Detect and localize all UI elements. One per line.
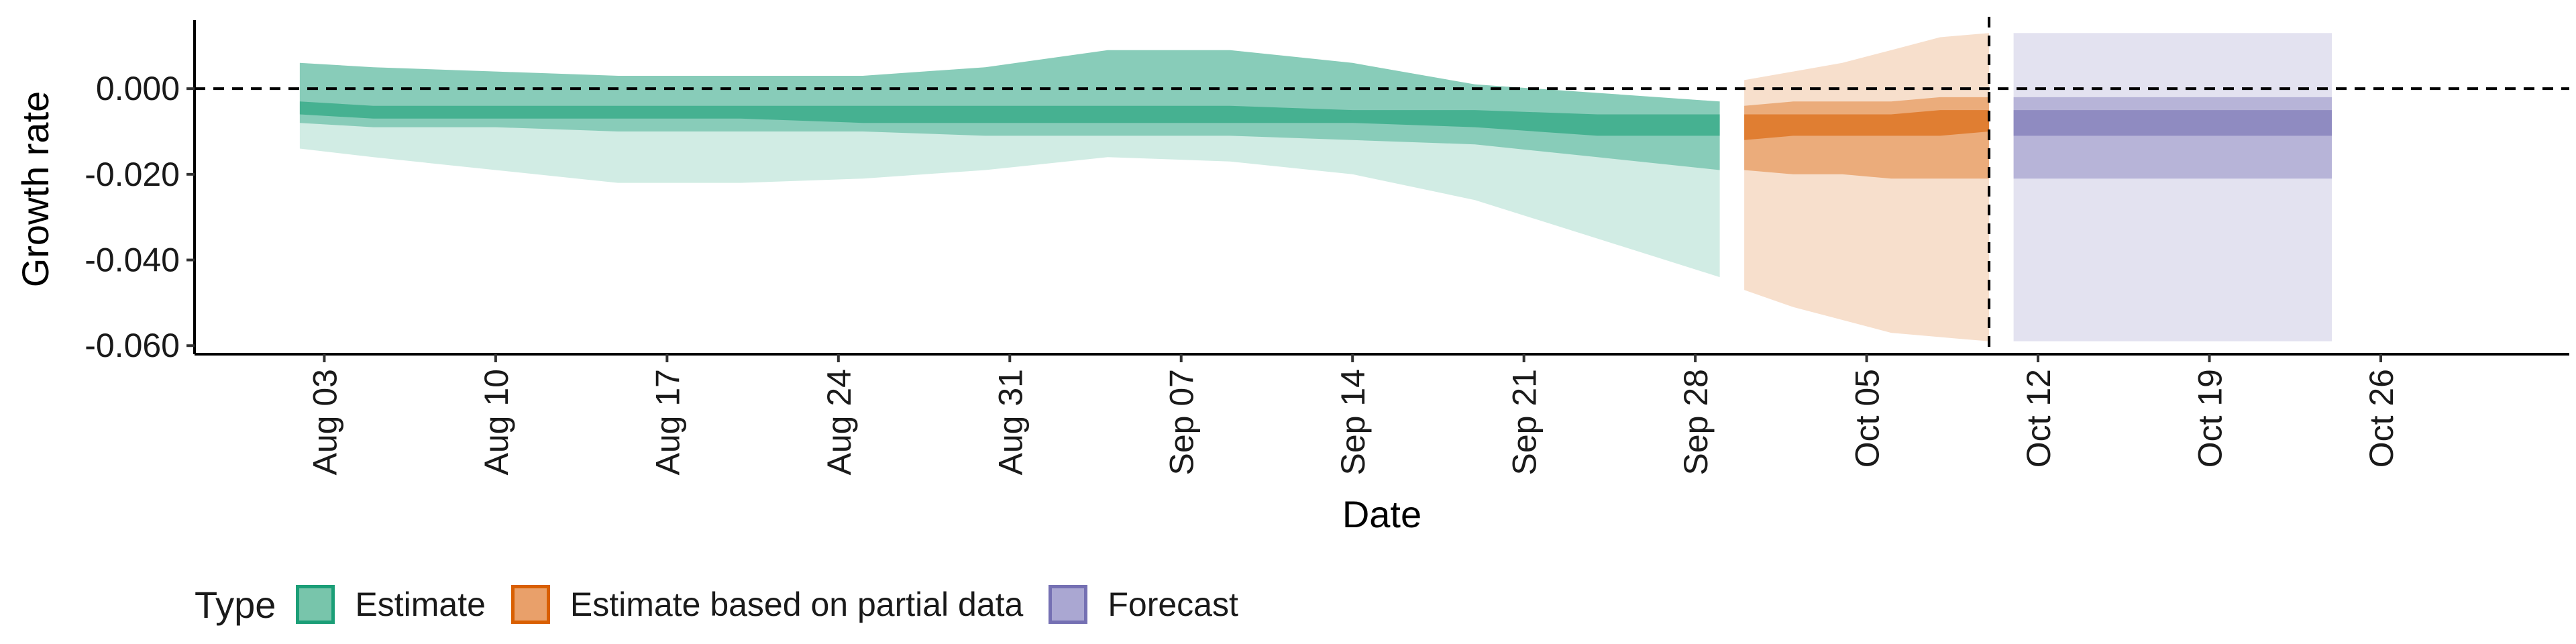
legend-key-forecast (1049, 585, 1088, 624)
x-tick-label: Sep 21 (1506, 369, 1544, 475)
legend-label-estimate: Estimate (355, 586, 486, 623)
legend-label-partial-estimate: Estimate based on partial data (570, 586, 1024, 623)
x-tick-label: Aug 31 (991, 369, 1029, 475)
legend-item-forecast: Forecast (1049, 585, 1238, 624)
legend-item-estimate: Estimate (296, 585, 486, 624)
x-tick-label: Aug 24 (820, 369, 858, 475)
y-tick-label: -0.020 (85, 156, 180, 193)
legend: Type Estimate Estimate based on partial … (195, 576, 1264, 633)
estimate-band-20 (299, 101, 1720, 136)
forecast-band-50 (2013, 97, 2332, 179)
x-tick-label: Sep 07 (1163, 369, 1201, 475)
x-tick-label: Sep 28 (1677, 369, 1715, 475)
estimate-based-on-partial-data-band-90 (1744, 33, 1990, 341)
x-tick-label: Oct 19 (2192, 369, 2229, 468)
legend-key-partial-estimate (511, 585, 550, 624)
legend-item-partial-estimate: Estimate based on partial data (511, 585, 1023, 624)
plot-bands (299, 33, 2332, 341)
x-tick-label: Oct 12 (2020, 369, 2057, 468)
estimate-based-on-partial-data-band-50 (1744, 97, 1990, 179)
x-tick-label: Aug 17 (649, 369, 686, 475)
forecast-band-90 (2013, 33, 2332, 341)
legend-title: Type (195, 583, 276, 626)
forecast-band-20 (2013, 110, 2332, 136)
legend-key-estimate (296, 585, 335, 624)
y-axis-ticks: 0.000 -0.020 -0.040 -0.060 (85, 70, 195, 364)
y-axis-title: Growth rate (14, 91, 56, 288)
legend-label-forecast: Forecast (1108, 586, 1238, 623)
x-tick-label: Aug 03 (306, 369, 343, 475)
x-axis-title: Date (1342, 493, 1421, 535)
x-axis-ticks: Aug 03 Aug 10 Aug 17 Aug 24 Aug 31 Sep 07 Sep … (306, 354, 2400, 475)
y-tick-label: -0.060 (85, 327, 180, 364)
estimate-based-on-partial-data-band-20 (1744, 110, 1990, 140)
y-tick-label: -0.040 (85, 241, 180, 279)
x-tick-label: Oct 05 (1849, 369, 1886, 468)
reference-lines (195, 17, 2569, 354)
axes (193, 20, 2569, 356)
y-tick-label: 0.000 (96, 70, 180, 107)
x-tick-label: Oct 26 (2363, 369, 2400, 468)
x-tick-label: Aug 10 (478, 369, 515, 475)
x-tick-label: Sep 14 (1334, 369, 1372, 475)
